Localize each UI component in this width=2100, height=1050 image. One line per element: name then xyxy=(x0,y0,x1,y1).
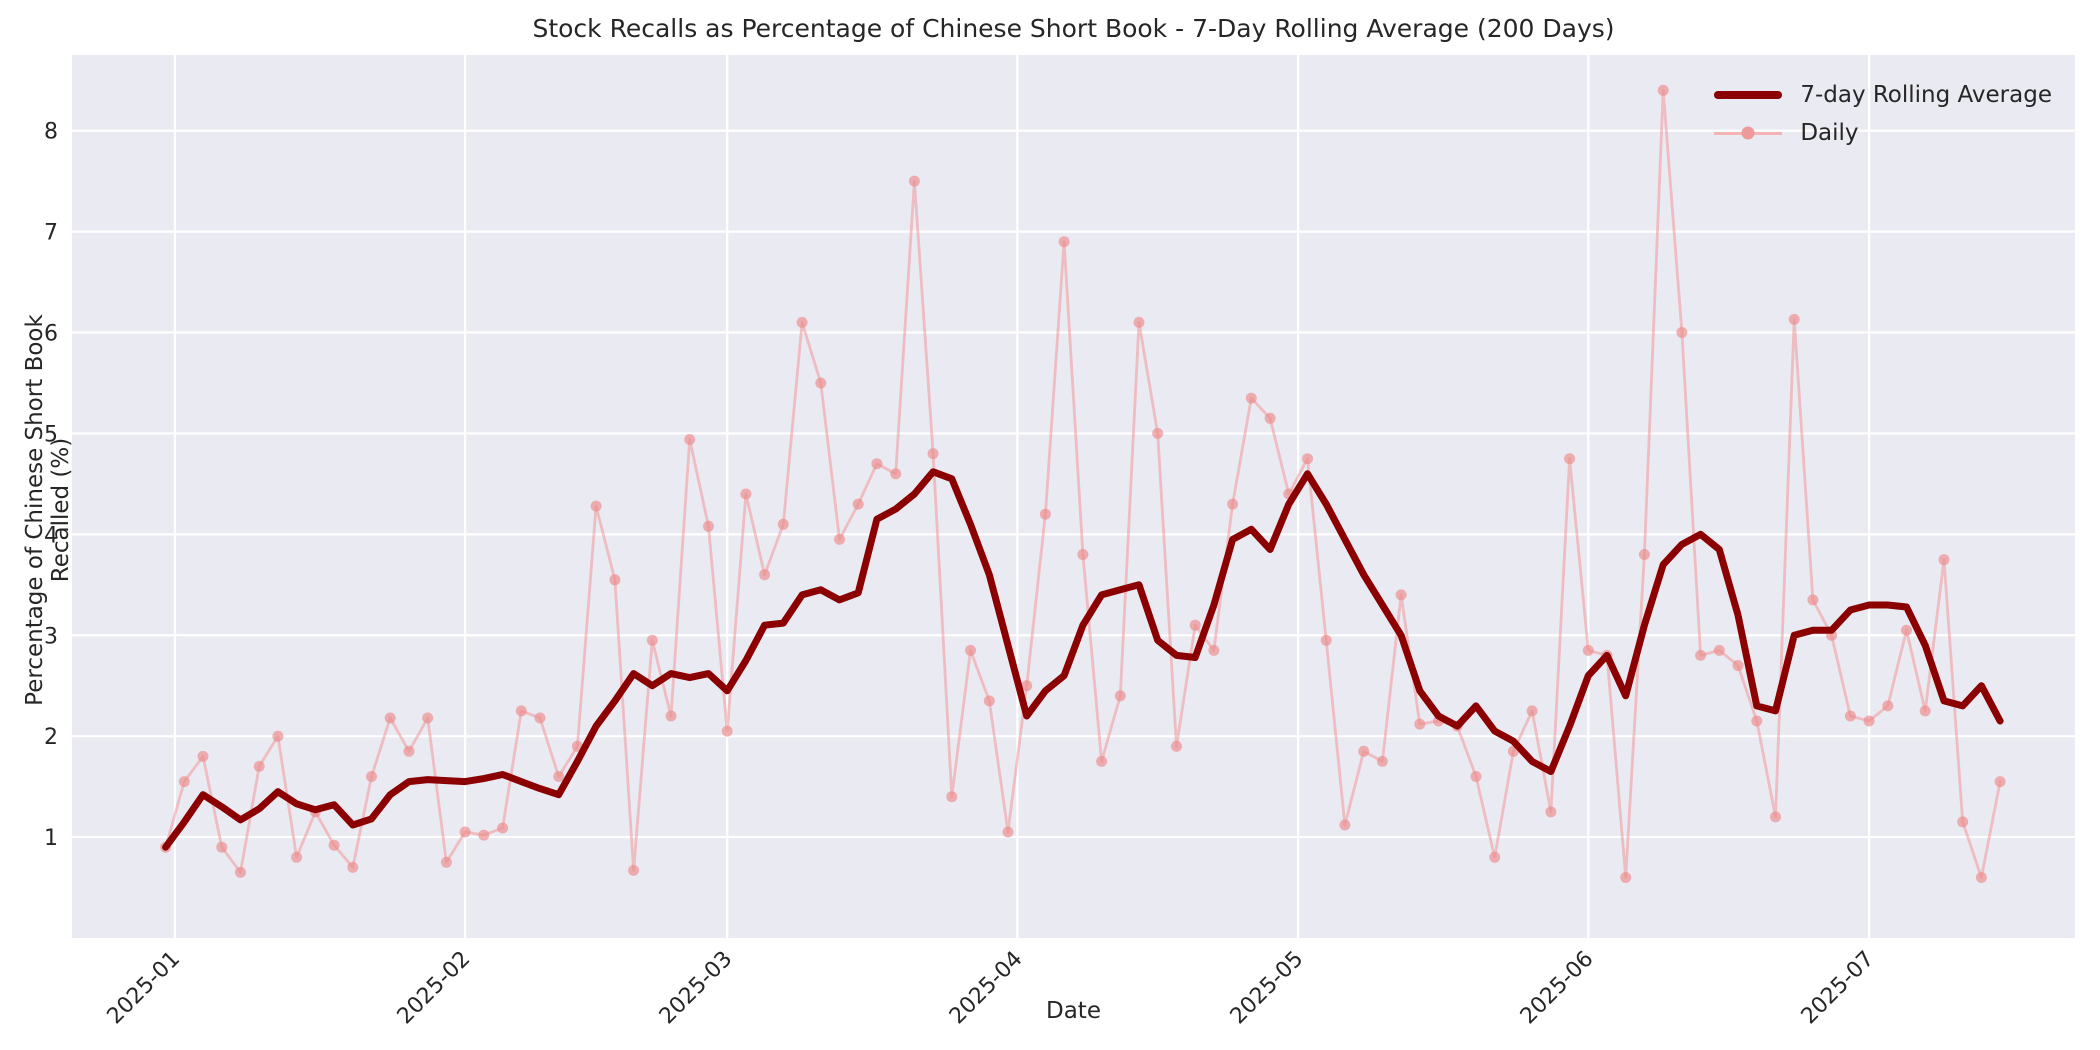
svg-text:5: 5 xyxy=(44,422,58,447)
svg-text:2: 2 xyxy=(44,725,58,750)
legend: 7-day Rolling Average Daily xyxy=(1706,76,2060,152)
x-axis-label: Date xyxy=(1046,998,1101,1024)
y-axis-label: Percentage of Chinese Short Book Recalle… xyxy=(22,314,74,706)
plot-area xyxy=(72,55,2075,938)
svg-text:6: 6 xyxy=(44,322,58,347)
svg-text:4: 4 xyxy=(44,523,58,548)
rolling-average-series xyxy=(162,468,2004,851)
y-tick-labels: 1 2 3 4 5 6 7 8 xyxy=(44,120,58,851)
legend-item-daily: Daily xyxy=(1714,120,2052,146)
legend-label: 7-day Rolling Average xyxy=(1800,82,2052,108)
rolling-average-line-swatch-icon xyxy=(1714,91,1783,99)
svg-text:3: 3 xyxy=(44,624,58,649)
gridlines xyxy=(72,55,2075,938)
svg-text:8: 8 xyxy=(44,120,58,145)
legend-label: Daily xyxy=(1800,120,1859,146)
daily-line-swatch-icon xyxy=(1714,126,1783,140)
svg-text:7: 7 xyxy=(44,221,58,246)
legend-item-rolling-average: 7-day Rolling Average xyxy=(1714,82,2052,108)
rolling-average-line xyxy=(162,468,2004,851)
chart-title: Stock Recalls as Percentage of Chinese S… xyxy=(532,14,1615,43)
svg-text:1: 1 xyxy=(44,826,58,851)
